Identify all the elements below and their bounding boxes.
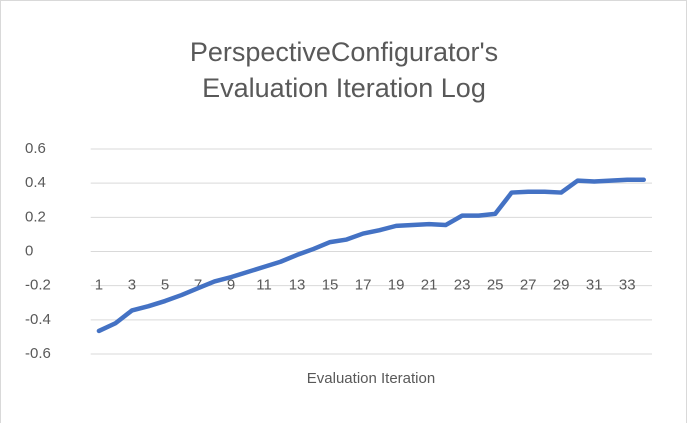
x-tick-label: 9 <box>227 276 235 293</box>
y-tick-label: -0.4 <box>25 311 51 328</box>
x-tick-label: 5 <box>161 276 169 293</box>
x-tick-label: 11 <box>256 276 272 293</box>
y-tick-label: 0.6 <box>25 140 46 157</box>
y-tick-label: -0.6 <box>25 345 51 362</box>
y-tick-label: 0.4 <box>25 174 46 191</box>
x-tick-label: 15 <box>322 276 339 293</box>
x-tick-label: 3 <box>128 276 136 293</box>
x-tick-label: 33 <box>619 276 636 293</box>
x-tick-label: 21 <box>421 276 438 293</box>
chart-title: PerspectiveConfigurator's Evaluation Ite… <box>189 37 499 103</box>
y-tick-label: 0.2 <box>25 208 46 225</box>
x-axis-label: Evaluation Iteration <box>307 370 435 387</box>
x-tick-label: 19 <box>388 276 405 293</box>
x-tick-label: 17 <box>355 276 372 293</box>
y-tick-label: -0.2 <box>25 277 51 294</box>
x-tick-label: 23 <box>454 276 471 293</box>
x-tick-label: 25 <box>487 276 504 293</box>
x-tick-label: 1 <box>95 276 103 293</box>
x-tick-label: 29 <box>553 276 570 293</box>
data-line <box>96 177 646 334</box>
x-tick-label: 13 <box>289 276 306 293</box>
x-tick-label: 27 <box>520 276 537 293</box>
y-tick-label: 0 <box>25 242 33 259</box>
x-tick-label: 31 <box>586 276 603 293</box>
x-tick-label: 7 <box>194 276 202 293</box>
